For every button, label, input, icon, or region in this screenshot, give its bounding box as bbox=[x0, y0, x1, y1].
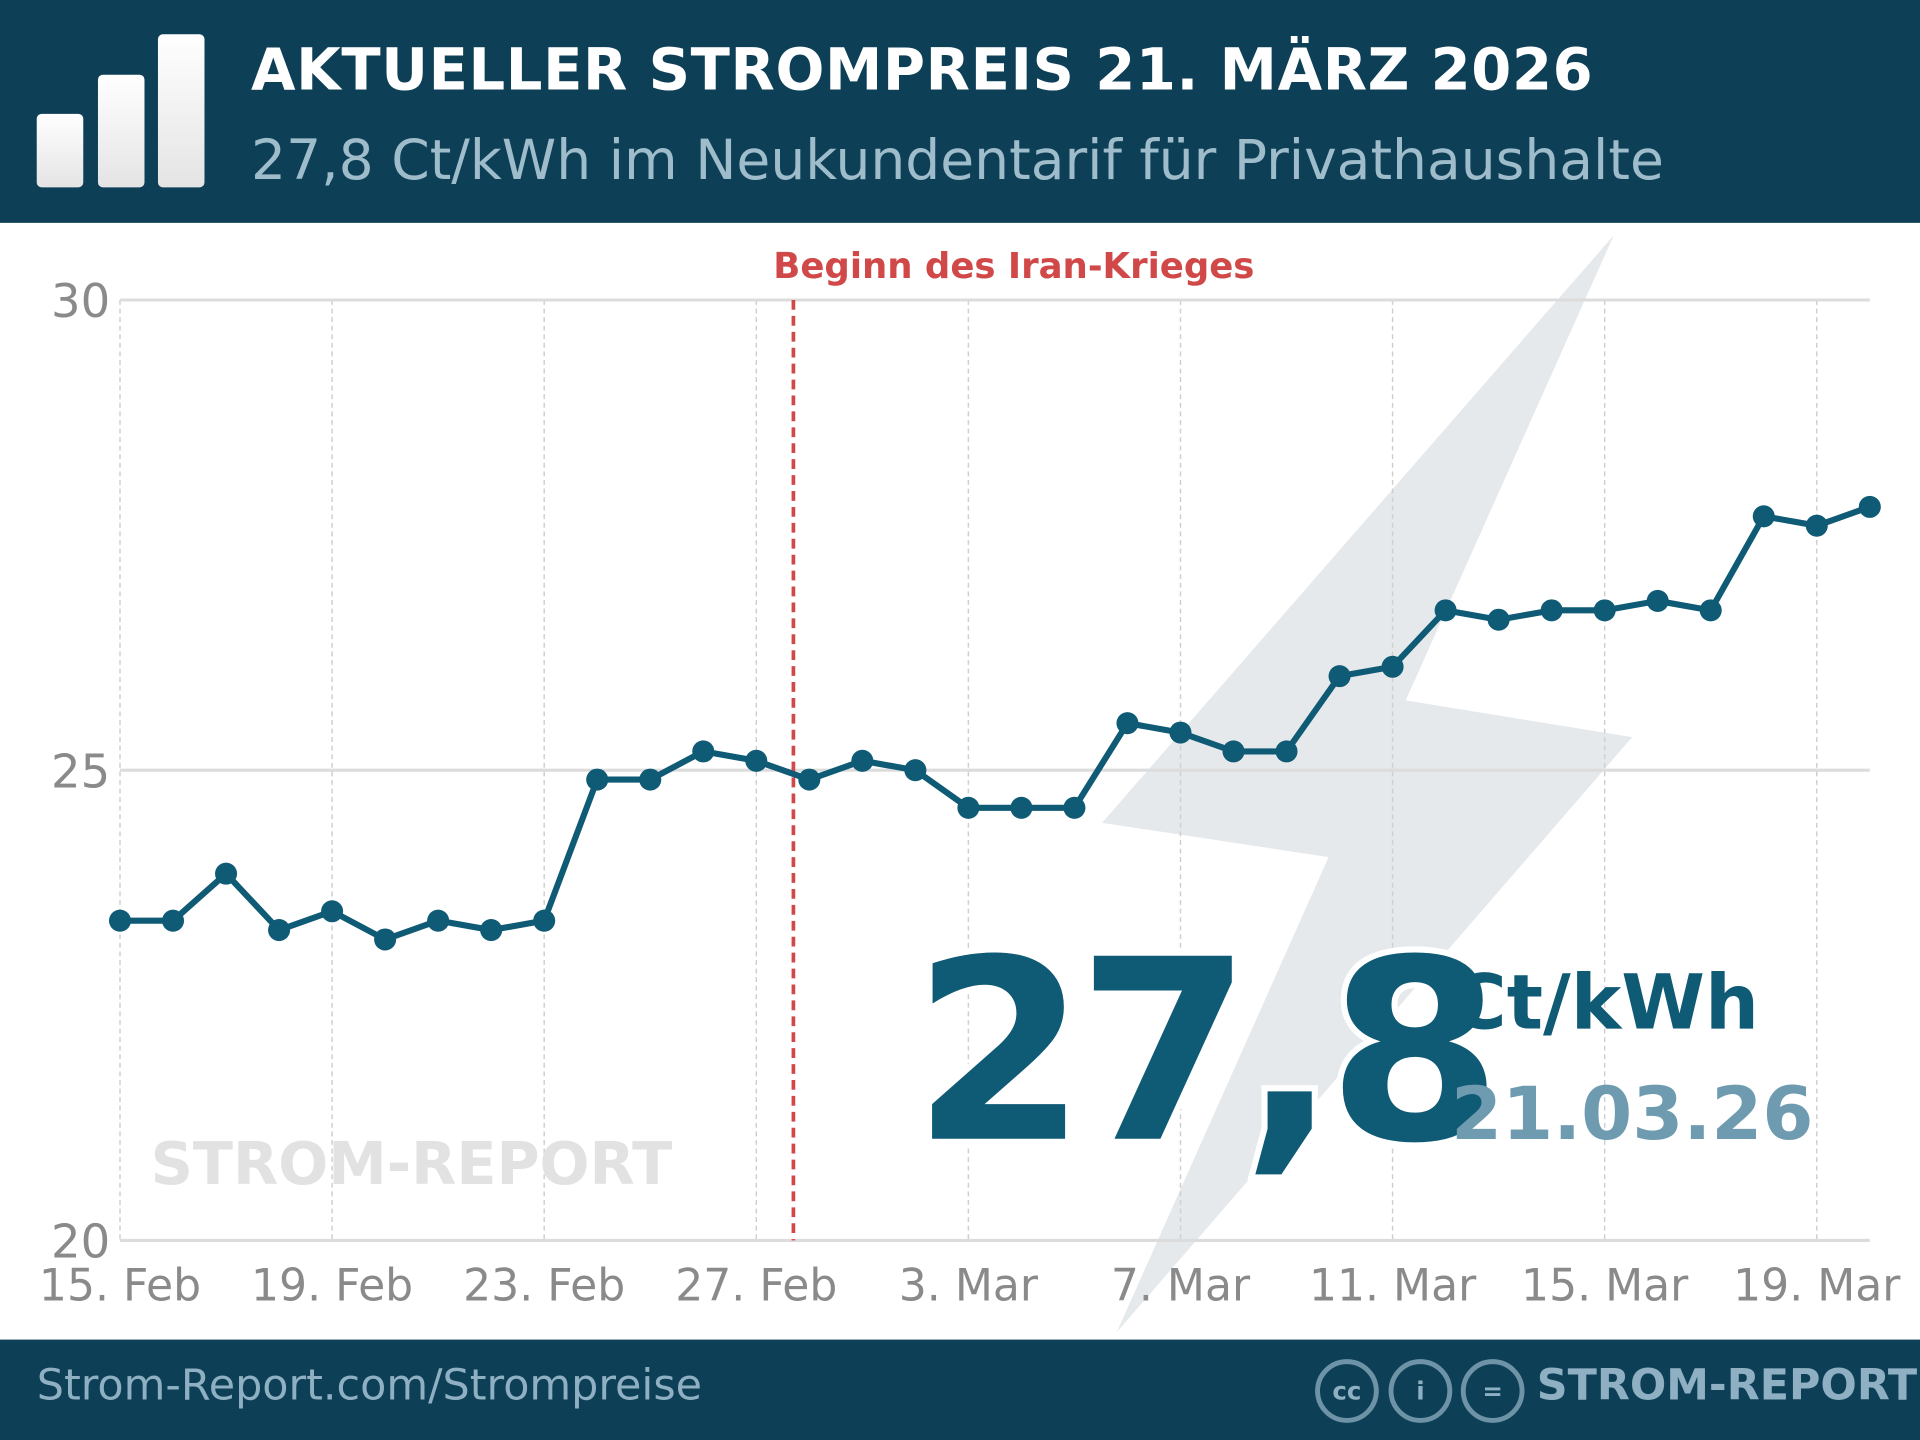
x-tick-label: 3. Mar bbox=[899, 1260, 1039, 1311]
x-tick-label: 19. Feb bbox=[251, 1260, 413, 1311]
data-point bbox=[1222, 740, 1245, 763]
y-tick-label: 30 bbox=[51, 274, 110, 328]
x-tick-label: 19. Mar bbox=[1733, 1260, 1901, 1311]
footer-url[interactable]: Strom-Report.com/Strompreise bbox=[36, 1361, 703, 1411]
lightning-bolt-icon bbox=[1102, 235, 1633, 1333]
data-point bbox=[639, 768, 662, 791]
data-point bbox=[1275, 740, 1298, 763]
data-point bbox=[321, 900, 344, 923]
x-tick-label: 7. Mar bbox=[1111, 1260, 1251, 1311]
data-point bbox=[162, 909, 185, 932]
nd-icon: = bbox=[1460, 1359, 1525, 1423]
y-tick-label: 25 bbox=[51, 744, 110, 798]
data-point bbox=[1010, 796, 1033, 819]
data-point bbox=[533, 909, 556, 932]
data-point bbox=[108, 909, 132, 932]
data-point bbox=[745, 749, 768, 772]
watermark: STROM-REPORT bbox=[151, 1129, 673, 1198]
annotation-label: Beginn des Iran-Krieges bbox=[773, 246, 1254, 287]
cc-icon: cc bbox=[1315, 1359, 1379, 1423]
data-point bbox=[692, 740, 715, 763]
x-tick-label: 27. Feb bbox=[675, 1260, 837, 1311]
data-point bbox=[1116, 712, 1139, 735]
x-tick-label: 23. Feb bbox=[463, 1260, 625, 1311]
data-point bbox=[1858, 495, 1881, 518]
data-point bbox=[1646, 589, 1669, 612]
data-point bbox=[268, 919, 291, 942]
highlight-value: 27,8 bbox=[912, 907, 1492, 1199]
header: AKTUELLER STROMPREIS 21. MÄRZ 2026 27,8 … bbox=[0, 0, 1920, 223]
data-point bbox=[1593, 599, 1616, 622]
y-tick-label: 20 bbox=[51, 1215, 110, 1269]
x-tick-label: 11. Mar bbox=[1309, 1260, 1477, 1311]
data-point bbox=[1487, 608, 1510, 631]
data-point bbox=[215, 862, 238, 885]
data-point bbox=[374, 928, 397, 951]
x-tick-label: 15. Feb bbox=[39, 1260, 201, 1311]
data-point bbox=[957, 796, 980, 819]
page-title: AKTUELLER STROMPREIS 21. MÄRZ 2026 bbox=[251, 36, 1594, 105]
highlight-date: 21.03.26 bbox=[1451, 1072, 1813, 1157]
x-tick-label: 15. Mar bbox=[1521, 1260, 1689, 1311]
data-point bbox=[904, 759, 927, 782]
footer-brand: STROM-REPORT bbox=[1536, 1361, 1918, 1411]
data-point bbox=[1169, 721, 1192, 744]
data-point bbox=[1699, 599, 1722, 622]
data-point bbox=[851, 749, 874, 772]
series-line bbox=[120, 504, 1871, 943]
data-point bbox=[480, 919, 503, 942]
data-point bbox=[586, 768, 609, 791]
footer: Strom-Report.com/Strompreise cc i = STRO… bbox=[0, 1339, 1920, 1440]
highlight-unit: Ct/kWh bbox=[1451, 959, 1759, 1047]
data-point bbox=[1063, 796, 1086, 819]
data-point bbox=[1381, 655, 1404, 678]
by-icon: i bbox=[1388, 1359, 1453, 1423]
data-point bbox=[798, 768, 821, 791]
data-point bbox=[1805, 514, 1828, 537]
data-point bbox=[1752, 505, 1775, 528]
data-point bbox=[1434, 599, 1457, 622]
page-subtitle: 27,8 Ct/kWh im Neukundentarif für Privat… bbox=[251, 127, 1664, 193]
data-point bbox=[427, 909, 450, 932]
data-point bbox=[1328, 665, 1351, 688]
data-point bbox=[1540, 599, 1563, 622]
